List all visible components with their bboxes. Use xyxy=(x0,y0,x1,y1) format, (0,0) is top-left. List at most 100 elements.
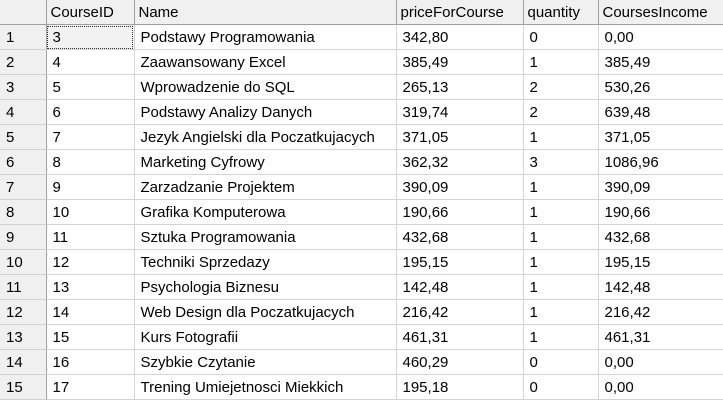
cell-quantity[interactable]: 1 xyxy=(523,199,599,225)
row-number[interactable]: 15 xyxy=(0,374,47,400)
cell-name[interactable]: Podstawy Programowania xyxy=(134,24,397,50)
row-number[interactable]: 7 xyxy=(0,174,47,200)
cell-name[interactable]: Sztuka Programowania xyxy=(134,224,397,250)
cell-coursesincome[interactable]: 432,68 xyxy=(598,224,723,250)
column-header-coursesincome[interactable]: CoursesIncome xyxy=(598,0,723,25)
cell-coursesincome[interactable]: 0,00 xyxy=(598,374,723,400)
cell-coursesincome[interactable]: 371,05 xyxy=(598,124,723,150)
cell-courseid[interactable]: 13 xyxy=(46,274,135,300)
cell-coursesincome[interactable]: 195,15 xyxy=(598,249,723,275)
table-row[interactable]: 6 8 Marketing Cyfrowy 362,32 3 1086,96 xyxy=(0,149,723,175)
cell-priceforcourse[interactable]: 385,49 xyxy=(396,49,524,75)
row-number[interactable]: 12 xyxy=(0,299,47,325)
cell-courseid[interactable]: 7 xyxy=(46,124,135,150)
column-header-courseid[interactable]: CourseID xyxy=(46,0,135,25)
cell-coursesincome[interactable]: 1086,96 xyxy=(598,149,723,175)
cell-name[interactable]: Kurs Fotografii xyxy=(134,324,397,350)
cell-courseid[interactable]: 12 xyxy=(46,249,135,275)
cell-courseid[interactable]: 10 xyxy=(46,199,135,225)
cell-name[interactable]: Marketing Cyfrowy xyxy=(134,149,397,175)
cell-coursesincome[interactable]: 390,09 xyxy=(598,174,723,200)
table-row[interactable]: 10 12 Techniki Sprzedazy 195,15 1 195,15 xyxy=(0,249,723,275)
cell-courseid[interactable]: 6 xyxy=(46,99,135,125)
table-row[interactable]: 9 11 Sztuka Programowania 432,68 1 432,68 xyxy=(0,224,723,250)
cell-name[interactable]: Szybkie Czytanie xyxy=(134,349,397,375)
cell-quantity[interactable]: 1 xyxy=(523,299,599,325)
cell-coursesincome[interactable]: 0,00 xyxy=(598,24,723,50)
cell-quantity[interactable]: 0 xyxy=(523,374,599,400)
row-number[interactable]: 13 xyxy=(0,324,47,350)
cell-name[interactable]: Jezyk Angielski dla Poczatkujacych xyxy=(134,124,397,150)
cell-priceforcourse[interactable]: 460,29 xyxy=(396,349,524,375)
row-number[interactable]: 11 xyxy=(0,274,47,300)
row-number[interactable]: 8 xyxy=(0,199,47,225)
cell-priceforcourse[interactable]: 432,68 xyxy=(396,224,524,250)
cell-courseid[interactable]: 11 xyxy=(46,224,135,250)
cell-name[interactable]: Wprowadzenie do SQL xyxy=(134,74,397,100)
column-header-priceforcourse[interactable]: priceForCourse xyxy=(396,0,524,25)
column-header-quantity[interactable]: quantity xyxy=(523,0,599,25)
row-number[interactable]: 3 xyxy=(0,74,47,100)
cell-priceforcourse[interactable]: 342,80 xyxy=(396,24,524,50)
cell-courseid[interactable]: 14 xyxy=(46,299,135,325)
cell-courseid[interactable]: 16 xyxy=(46,349,135,375)
cell-quantity[interactable]: 1 xyxy=(523,274,599,300)
cell-coursesincome[interactable]: 142,48 xyxy=(598,274,723,300)
cell-priceforcourse[interactable]: 371,05 xyxy=(396,124,524,150)
cell-quantity[interactable]: 3 xyxy=(523,149,599,175)
cell-priceforcourse[interactable]: 319,74 xyxy=(396,99,524,125)
cell-name[interactable]: Zaawansowany Excel xyxy=(134,49,397,75)
table-row[interactable]: 3 5 Wprowadzenie do SQL 265,13 2 530,26 xyxy=(0,74,723,100)
row-number[interactable]: 6 xyxy=(0,149,47,175)
cell-courseid[interactable]: 5 xyxy=(46,74,135,100)
cell-name[interactable]: Grafika Komputerowa xyxy=(134,199,397,225)
cell-name[interactable]: Trening Umiejetnosci Miekkich xyxy=(134,374,397,400)
cell-name[interactable]: Psychologia Biznesu xyxy=(134,274,397,300)
cell-priceforcourse[interactable]: 461,31 xyxy=(396,324,524,350)
cell-priceforcourse[interactable]: 265,13 xyxy=(396,74,524,100)
cell-quantity[interactable]: 2 xyxy=(523,74,599,100)
cell-coursesincome[interactable]: 385,49 xyxy=(598,49,723,75)
row-number[interactable]: 2 xyxy=(0,49,47,75)
table-row[interactable]: 7 9 Zarzadzanie Projektem 390,09 1 390,09 xyxy=(0,174,723,200)
cell-priceforcourse[interactable]: 362,32 xyxy=(396,149,524,175)
table-row[interactable]: 12 14 Web Design dla Poczatkujacych 216,42 1… xyxy=(0,299,723,325)
table-row[interactable]: 11 13 Psychologia Biznesu 142,48 1 142,48 xyxy=(0,274,723,300)
row-number[interactable]: 14 xyxy=(0,349,47,375)
cell-name[interactable]: Zarzadzanie Projektem xyxy=(134,174,397,200)
table-row[interactable]: 8 10 Grafika Komputerowa 190,66 1 190,66 xyxy=(0,199,723,225)
cell-quantity[interactable]: 1 xyxy=(523,324,599,350)
cell-quantity[interactable]: 1 xyxy=(523,124,599,150)
cell-coursesincome[interactable]: 530,26 xyxy=(598,74,723,100)
cell-quantity[interactable]: 1 xyxy=(523,224,599,250)
cell-name[interactable]: Techniki Sprzedazy xyxy=(134,249,397,275)
table-row[interactable]: 15 17 Trening Umiejetnosci Miekkich 195,18 0… xyxy=(0,374,723,400)
cell-coursesincome[interactable]: 216,42 xyxy=(598,299,723,325)
cell-coursesincome[interactable]: 639,48 xyxy=(598,99,723,125)
cell-courseid[interactable]: 3 xyxy=(46,24,135,50)
cell-quantity[interactable]: 1 xyxy=(523,49,599,75)
row-number[interactable]: 10 xyxy=(0,249,47,275)
cell-name[interactable]: Web Design dla Poczatkujacych xyxy=(134,299,397,325)
cell-name[interactable]: Podstawy Analizy Danych xyxy=(134,99,397,125)
cell-quantity[interactable]: 2 xyxy=(523,99,599,125)
table-row[interactable]: 5 7 Jezyk Angielski dla Poczatkujacych 371,… xyxy=(0,124,723,150)
row-number[interactable]: 4 xyxy=(0,99,47,125)
cell-courseid[interactable]: 4 xyxy=(46,49,135,75)
cell-coursesincome[interactable]: 190,66 xyxy=(598,199,723,225)
cell-courseid[interactable]: 15 xyxy=(46,324,135,350)
cell-coursesincome[interactable]: 461,31 xyxy=(598,324,723,350)
cell-priceforcourse[interactable]: 195,18 xyxy=(396,374,524,400)
cell-courseid[interactable]: 8 xyxy=(46,149,135,175)
cell-courseid[interactable]: 9 xyxy=(46,174,135,200)
table-row[interactable]: 13 15 Kurs Fotografii 461,31 1 461,31 xyxy=(0,324,723,350)
cell-coursesincome[interactable]: 0,00 xyxy=(598,349,723,375)
cell-quantity[interactable]: 1 xyxy=(523,174,599,200)
cell-priceforcourse[interactable]: 190,66 xyxy=(396,199,524,225)
select-all-corner[interactable] xyxy=(0,0,47,25)
table-row[interactable]: 4 6 Podstawy Analizy Danych 319,74 2 639,48 xyxy=(0,99,723,125)
cell-quantity[interactable]: 1 xyxy=(523,249,599,275)
table-row[interactable]: 2 4 Zaawansowany Excel 385,49 1 385,49 xyxy=(0,49,723,75)
cell-priceforcourse[interactable]: 195,15 xyxy=(396,249,524,275)
cell-quantity[interactable]: 0 xyxy=(523,349,599,375)
